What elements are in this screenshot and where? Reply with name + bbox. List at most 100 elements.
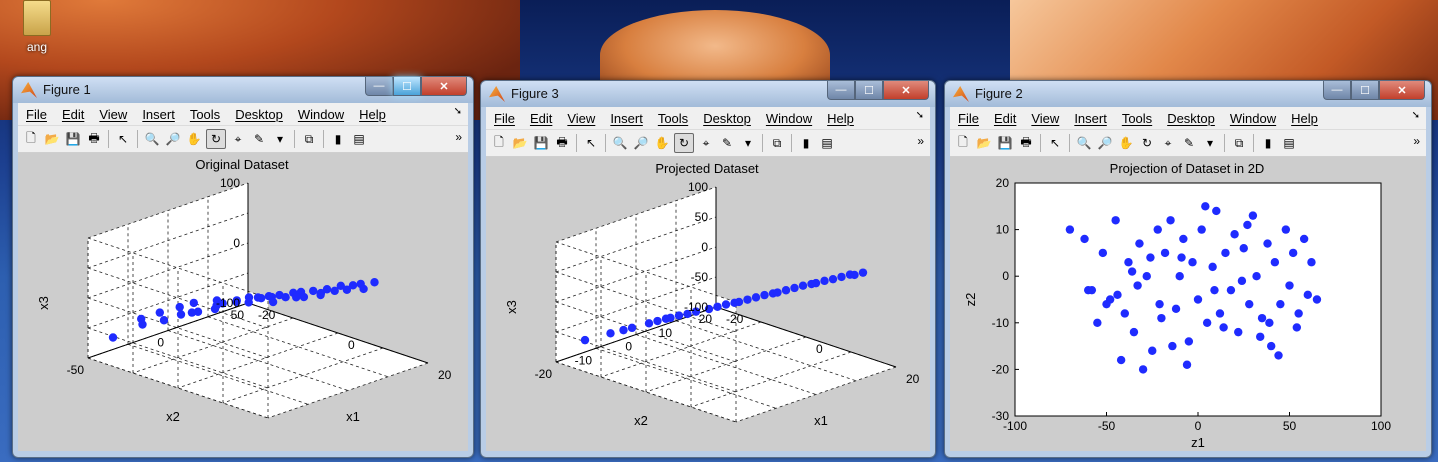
menu-insert[interactable]: Insert	[1074, 110, 1107, 126]
colorbar-icon[interactable]: ▮	[334, 132, 342, 146]
select-arrow-icon[interactable]: ↖	[585, 136, 597, 150]
data-point	[790, 283, 799, 293]
window-titlebar[interactable]: Figure 3 — ☐ ✕	[481, 81, 935, 107]
desktop-icon-ang[interactable]: ang	[14, 0, 60, 54]
open-folder-icon[interactable]: 📂	[512, 136, 528, 150]
menu-window[interactable]: Window	[1229, 110, 1277, 126]
data-point	[187, 308, 197, 317]
colorbar-icon[interactable]: ▮	[802, 136, 810, 150]
menu-file[interactable]: File	[494, 110, 515, 126]
menu-help[interactable]: Help	[1291, 110, 1318, 126]
menu-desktop[interactable]: Desktop	[1167, 110, 1215, 126]
maximize-button[interactable]: ☐	[1351, 81, 1379, 100]
menu-help[interactable]: Help	[827, 110, 854, 126]
link-plot-icon[interactable]: ⧉	[772, 135, 782, 150]
menu-arrow-icon[interactable]: ➘	[1411, 110, 1420, 121]
new-file-icon[interactable]: 🗋	[26, 130, 36, 145]
plot-2d[interactable]: Projection of Dataset in 2D-100 -50 0 50 100…	[950, 157, 1424, 451]
close-button[interactable]: ✕	[421, 77, 467, 96]
menu-edit[interactable]: Edit	[993, 110, 1017, 126]
menu-desktop[interactable]: Desktop	[703, 110, 751, 126]
figure-3-window[interactable]: Figure 3 — ☐ ✕ File Edit View Insert Tools Deskto…	[480, 80, 936, 458]
data-point	[798, 281, 808, 290]
legend-icon[interactable]: ▤	[1283, 136, 1295, 150]
pan-hand-icon[interactable]: ✋	[186, 132, 202, 146]
data-cursor-icon[interactable]: ⌖	[1164, 135, 1172, 150]
menu-tools[interactable]: Tools	[657, 110, 689, 126]
minimize-button[interactable]: —	[365, 77, 393, 96]
window-titlebar[interactable]: Figure 2 — ☐ ✕	[945, 81, 1431, 107]
new-file-icon[interactable]: 🗋	[958, 134, 968, 149]
save-icon[interactable]: 💾	[533, 136, 549, 150]
data-point	[1201, 202, 1210, 211]
pan-hand-icon[interactable]: ✋	[654, 136, 670, 150]
brush-icon[interactable]: ✎	[1183, 136, 1195, 150]
maximize-button[interactable]: ☐	[393, 77, 421, 96]
plot-3d[interactable]: Projected Dataset100500-50-10020100-10-2…	[486, 157, 928, 451]
data-point	[1270, 258, 1280, 267]
menu-insert[interactable]: Insert	[142, 106, 175, 122]
toolbar-more-icon[interactable]: »	[1413, 134, 1420, 148]
open-folder-icon[interactable]: 📂	[976, 136, 992, 150]
toolbar-more-icon[interactable]: »	[917, 134, 924, 148]
zoom-in-icon[interactable]: 🔍	[144, 132, 160, 146]
legend-icon[interactable]: ▤	[821, 136, 833, 150]
close-button[interactable]: ✕	[883, 81, 929, 100]
save-icon[interactable]: 💾	[65, 132, 81, 146]
zoom-out-icon[interactable]: 🔎	[1097, 136, 1113, 150]
menu-arrow-icon[interactable]: ➘	[915, 110, 924, 121]
minimize-button[interactable]: —	[827, 81, 855, 100]
menu-edit[interactable]: Edit	[529, 110, 553, 126]
link-plot-icon[interactable]: ⧉	[1234, 135, 1244, 150]
close-button[interactable]: ✕	[1379, 81, 1425, 100]
menu-window[interactable]: Window	[765, 110, 813, 126]
print-icon[interactable]: 🖶	[556, 134, 568, 149]
zoom-in-icon[interactable]: 🔍	[1076, 136, 1092, 150]
brush-icon[interactable]: ✎	[721, 136, 733, 150]
menu-view[interactable]: View	[567, 110, 596, 126]
dropdown-arrow-icon[interactable]: ▾	[1206, 136, 1214, 150]
zoom-out-icon[interactable]: 🔎	[165, 132, 181, 146]
figure-1-window[interactable]: Figure 1 — ☐ ✕ File Edit View Insert Tools Deskto…	[12, 76, 474, 458]
minimize-button[interactable]: —	[1323, 81, 1351, 100]
menu-view[interactable]: View	[99, 106, 128, 122]
menu-desktop[interactable]: Desktop	[235, 106, 283, 122]
brush-icon[interactable]: ✎	[253, 132, 265, 146]
select-arrow-icon[interactable]: ↖	[117, 132, 129, 146]
toolbar-more-icon[interactable]: »	[455, 130, 462, 144]
menu-window[interactable]: Window	[297, 106, 345, 122]
rotate-3d-icon[interactable]: ↻	[206, 129, 226, 149]
menu-help[interactable]: Help	[359, 106, 386, 122]
colorbar-icon[interactable]: ▮	[1264, 136, 1272, 150]
save-icon[interactable]: 💾	[997, 136, 1013, 150]
dropdown-arrow-icon[interactable]: ▾	[744, 136, 752, 150]
dropdown-arrow-icon[interactable]: ▾	[276, 132, 284, 146]
rotate-3d-icon[interactable]: ↻	[1141, 136, 1153, 150]
zoom-out-icon[interactable]: 🔎	[633, 136, 649, 150]
menu-insert[interactable]: Insert	[610, 110, 643, 126]
data-point	[281, 293, 290, 302]
print-icon[interactable]: 🖶	[88, 130, 100, 145]
menu-view[interactable]: View	[1031, 110, 1060, 126]
print-icon[interactable]: 🖶	[1020, 134, 1032, 149]
data-cursor-icon[interactable]: ⌖	[702, 135, 710, 150]
open-folder-icon[interactable]: 📂	[44, 132, 60, 146]
menu-tools[interactable]: Tools	[1121, 110, 1153, 126]
menu-edit[interactable]: Edit	[61, 106, 85, 122]
new-file-icon[interactable]: 🗋	[494, 134, 504, 149]
zoom-in-icon[interactable]: 🔍	[612, 136, 628, 150]
figure-2-window[interactable]: Figure 2 — ☐ ✕ File Edit View Insert Tools Deskto…	[944, 80, 1432, 458]
rotate-3d-icon[interactable]: ↻	[674, 133, 694, 153]
menu-tools[interactable]: Tools	[189, 106, 221, 122]
select-arrow-icon[interactable]: ↖	[1049, 136, 1061, 150]
maximize-button[interactable]: ☐	[855, 81, 883, 100]
link-plot-icon[interactable]: ⧉	[304, 131, 314, 146]
data-cursor-icon[interactable]: ⌖	[234, 131, 242, 146]
legend-icon[interactable]: ▤	[353, 132, 365, 146]
window-titlebar[interactable]: Figure 1 — ☐ ✕	[13, 77, 473, 103]
menu-file[interactable]: File	[26, 106, 47, 122]
menu-arrow-icon[interactable]: ➘	[453, 106, 462, 117]
menu-file[interactable]: File	[958, 110, 979, 126]
pan-hand-icon[interactable]: ✋	[1118, 136, 1134, 150]
